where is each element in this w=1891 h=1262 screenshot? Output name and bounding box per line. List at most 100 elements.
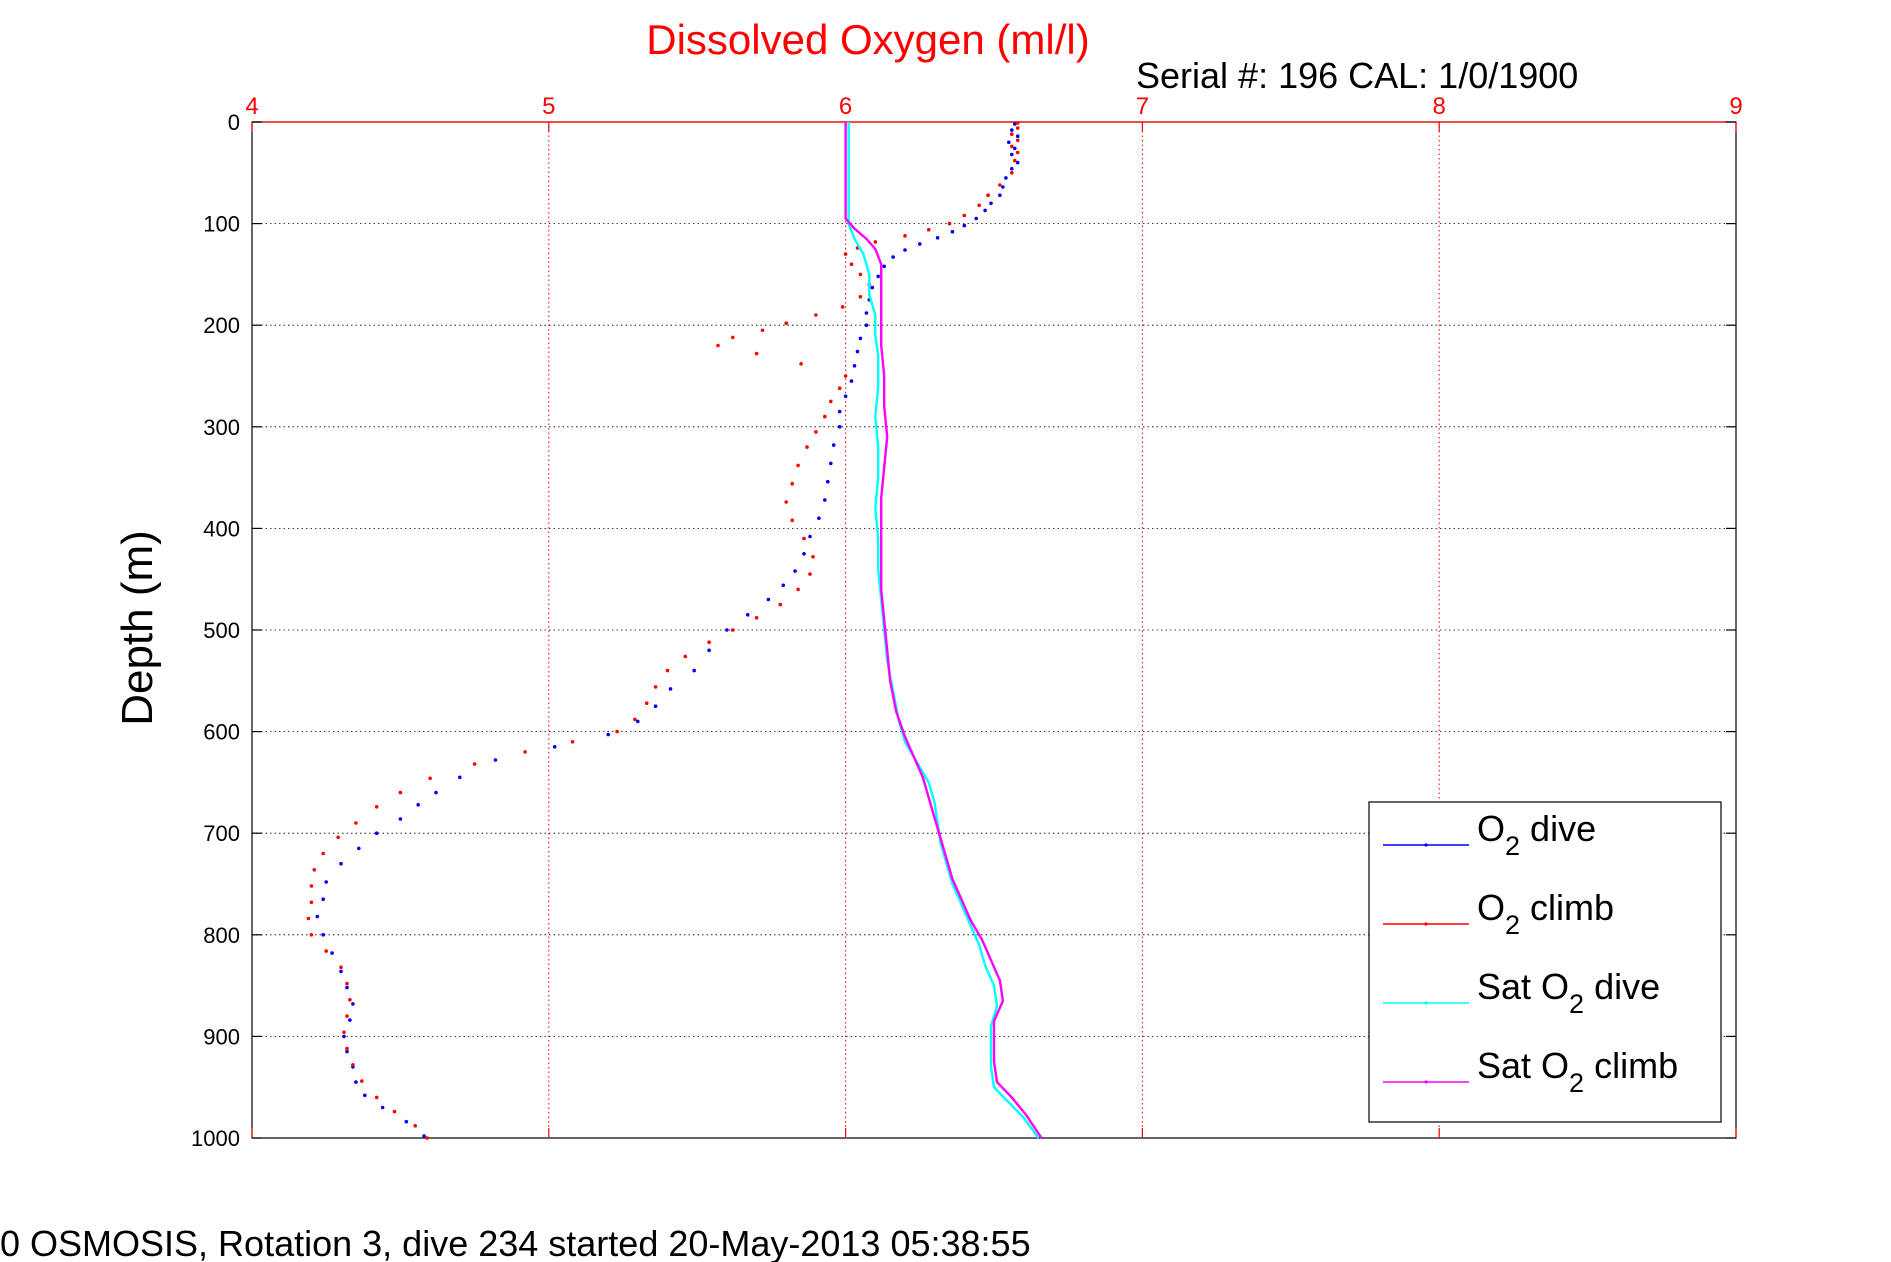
data-point <box>636 719 640 724</box>
data-point <box>472 762 477 766</box>
legend-marker <box>1424 843 1428 847</box>
data-point <box>918 242 922 246</box>
legend-marker <box>1424 1001 1428 1005</box>
data-point <box>891 255 895 259</box>
data-point <box>745 613 750 617</box>
data-point <box>849 379 854 383</box>
data-point <box>653 685 658 689</box>
data-point <box>398 817 403 821</box>
data-point <box>348 1018 352 1022</box>
legend-label: O2 climb <box>1477 887 1614 940</box>
data-point <box>855 349 860 354</box>
data-point <box>348 998 352 1002</box>
data-point <box>766 597 771 602</box>
y-tick-label: 1000 <box>191 1126 240 1151</box>
data-point <box>428 776 432 781</box>
data-point <box>644 701 649 705</box>
data-point <box>760 328 765 333</box>
data-point <box>1004 176 1008 180</box>
data-point <box>843 252 848 256</box>
data-point <box>849 262 854 267</box>
legend-label: Sat O2 climb <box>1477 1045 1678 1098</box>
data-point <box>324 949 329 953</box>
data-point <box>416 803 421 807</box>
data-point <box>793 569 797 573</box>
data-point <box>814 430 818 434</box>
data-point <box>321 851 326 856</box>
data-point <box>339 965 343 970</box>
data-point <box>731 335 735 340</box>
data-point <box>808 572 812 576</box>
data-point <box>1007 140 1011 145</box>
data-point <box>858 295 863 299</box>
data-point <box>843 374 848 378</box>
data-point <box>374 1095 379 1100</box>
data-point <box>309 900 314 905</box>
data-point <box>903 234 907 238</box>
data-point <box>829 399 833 404</box>
data-point <box>363 1093 367 1098</box>
series-sat-o2-climb <box>844 122 1043 1139</box>
data-point <box>523 750 527 754</box>
data-point <box>796 463 800 468</box>
data-point <box>1015 126 1020 130</box>
data-point <box>306 916 311 921</box>
data-point <box>392 1109 397 1114</box>
data-point <box>799 362 803 366</box>
x-tick-label: 9 <box>1729 93 1742 120</box>
legend-marker <box>1424 1080 1428 1084</box>
chart-footer: 0 OSMOSIS, Rotation 3, dive 234 started … <box>0 1223 1031 1262</box>
data-point <box>882 264 886 269</box>
legend-marker <box>1424 922 1428 926</box>
data-point <box>926 227 931 232</box>
data-point <box>422 1134 426 1138</box>
data-point <box>552 745 557 749</box>
data-point <box>817 516 821 520</box>
data-point <box>351 1063 355 1067</box>
data-point <box>309 933 314 937</box>
data-point <box>858 272 863 277</box>
data-point <box>345 985 349 990</box>
data-point <box>998 193 1002 197</box>
data-point <box>360 1079 364 1083</box>
data-point <box>852 364 857 368</box>
data-point <box>398 790 403 795</box>
data-point <box>837 386 842 391</box>
data-point <box>345 981 349 986</box>
y-tick-label: 200 <box>203 313 240 338</box>
data-point <box>309 884 314 888</box>
data-point <box>950 229 955 234</box>
data-point <box>692 668 696 673</box>
data-point <box>342 1030 346 1035</box>
chart-title: Dissolved Oxygen (ml/l) <box>646 16 1089 63</box>
data-point <box>342 1034 346 1039</box>
data-point <box>683 654 688 659</box>
data-point <box>784 500 788 504</box>
data-point <box>374 831 379 835</box>
data-point <box>1010 152 1014 157</box>
data-point <box>493 758 498 762</box>
data-point <box>653 704 658 708</box>
data-point <box>1001 185 1005 189</box>
data-point <box>380 1105 385 1110</box>
series-o2-climb <box>306 121 1020 1140</box>
series-o2-dive <box>315 122 1020 1138</box>
x-tick-label: 8 <box>1433 93 1446 120</box>
data-point <box>802 536 806 541</box>
data-point <box>1010 171 1014 175</box>
x-tick-label: 5 <box>542 93 555 120</box>
y-ticks: 0 100 200 300 400 500 600 700 800 900 1000 <box>191 110 1736 1151</box>
data-point <box>837 425 842 429</box>
y-axis-label: Depth (m) <box>113 530 162 726</box>
data-point <box>796 587 800 592</box>
y-tick-label: 300 <box>203 415 240 440</box>
data-point <box>434 790 438 795</box>
data-point <box>870 285 875 290</box>
data-point <box>837 409 842 414</box>
data-point <box>977 203 981 208</box>
data-point <box>321 933 326 937</box>
series-line <box>844 122 1043 1139</box>
data-point <box>570 740 575 744</box>
data-point <box>843 394 848 399</box>
data-point <box>754 351 759 356</box>
